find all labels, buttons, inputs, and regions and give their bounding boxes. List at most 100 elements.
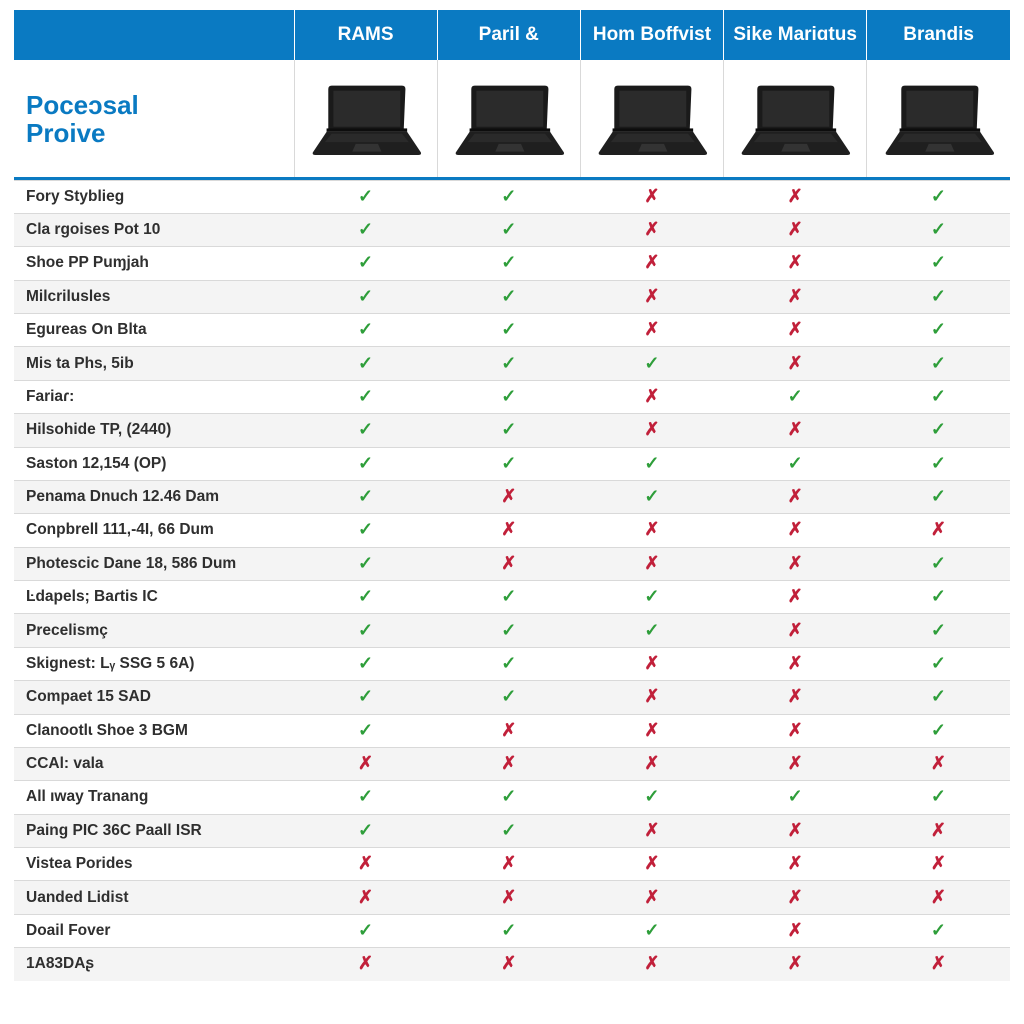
- feature-cell: ✓: [867, 447, 1010, 480]
- feature-label: Fory Styblieg: [14, 180, 294, 213]
- feature-label: Uanded Lidist: [14, 881, 294, 914]
- check-icon: ✓: [644, 486, 659, 506]
- feature-cell: ✗: [724, 213, 867, 246]
- check-icon: ✓: [358, 786, 373, 806]
- cross-icon: ✗: [788, 720, 803, 740]
- cross-icon: ✗: [788, 353, 803, 373]
- feature-cell: ✓: [867, 480, 1010, 513]
- feature-cell: ✗: [724, 747, 867, 780]
- header-blank: [14, 10, 294, 60]
- feature-label: Photescic Dane 18, 586 Dum: [14, 547, 294, 580]
- feature-cell: ✓: [867, 414, 1010, 447]
- feature-cell: ✗: [580, 814, 723, 847]
- feature-cell: ✗: [437, 881, 580, 914]
- table-row: 1A83DAʂ✗✗✗✗✗: [14, 948, 1010, 981]
- feature-cell: ✓: [294, 447, 437, 480]
- check-icon: ✓: [931, 586, 946, 606]
- feature-cell: ✗: [580, 681, 723, 714]
- table-row: Vistea Porides✗✗✗✗✗: [14, 848, 1010, 881]
- check-icon: ✓: [358, 219, 373, 239]
- table-row: Conpbrell 111,-4I, 66 Dum✓✗✗✗✗: [14, 514, 1010, 547]
- product-image-rams: [294, 60, 437, 178]
- check-icon: ✓: [501, 319, 516, 339]
- check-icon: ✓: [501, 686, 516, 706]
- feature-cell: ✓: [580, 447, 723, 480]
- feature-cell: ✗: [724, 347, 867, 380]
- check-icon: ✓: [931, 319, 946, 339]
- feature-cell: ✓: [294, 514, 437, 547]
- comparison-table: RAMS Paril & Hom Boffvist Sike Mariɑtus …: [14, 10, 1010, 981]
- feature-cell: ✓: [437, 380, 580, 413]
- check-icon: ✓: [358, 653, 373, 673]
- check-icon: ✓: [931, 553, 946, 573]
- cross-icon: ✗: [644, 686, 659, 706]
- feature-cell: ✗: [724, 314, 867, 347]
- table-row: Mis ta Phs, 5ib✓✓✓✗✓: [14, 347, 1010, 380]
- check-icon: ✓: [644, 620, 659, 640]
- feature-cell: ✗: [580, 647, 723, 680]
- cross-icon: ✗: [788, 953, 803, 973]
- feature-cell: ✗: [867, 814, 1010, 847]
- cross-icon: ✗: [788, 186, 803, 206]
- check-icon: ✓: [931, 720, 946, 740]
- laptop-icon: [306, 74, 426, 164]
- feature-cell: ✗: [580, 280, 723, 313]
- check-icon: ✓: [501, 286, 516, 306]
- feature-cell: ✓: [437, 280, 580, 313]
- check-icon: ✓: [931, 786, 946, 806]
- table-row: Saston 12,154 (OP)✓✓✓✓✓: [14, 447, 1010, 480]
- feature-label: Ŀdapels; Baɾtis IC: [14, 581, 294, 614]
- feature-label: Saston 12,154 (OP): [14, 447, 294, 480]
- feature-cell: ✗: [724, 514, 867, 547]
- check-icon: ✓: [931, 252, 946, 272]
- check-icon: ✓: [788, 386, 803, 406]
- feature-cell: ✓: [580, 614, 723, 647]
- feature-cell: ✓: [294, 647, 437, 680]
- feature-cell: ✗: [580, 948, 723, 981]
- cross-icon: ✗: [501, 853, 516, 873]
- cross-icon: ✗: [931, 953, 946, 973]
- check-icon: ✓: [358, 686, 373, 706]
- laptop-icon: [592, 74, 712, 164]
- feature-cell: ✗: [724, 547, 867, 580]
- table-row: Photescic Dane 18, 586 Dum✓✗✗✗✓: [14, 547, 1010, 580]
- cross-icon: ✗: [931, 887, 946, 907]
- feature-cell: ✗: [724, 480, 867, 513]
- feature-cell: ✗: [437, 480, 580, 513]
- feature-cell: ✗: [724, 714, 867, 747]
- feature-cell: ✓: [437, 347, 580, 380]
- cross-icon: ✗: [644, 720, 659, 740]
- cross-icon: ✗: [788, 319, 803, 339]
- feature-cell: ✗: [724, 914, 867, 947]
- laptop-icon: [735, 74, 855, 164]
- feature-cell: ✓: [294, 347, 437, 380]
- cross-icon: ✗: [788, 519, 803, 539]
- feature-label: CCAl: vala: [14, 747, 294, 780]
- check-icon: ✓: [931, 686, 946, 706]
- feature-cell: ✓: [867, 280, 1010, 313]
- feature-cell: ✓: [294, 380, 437, 413]
- feature-cell: ✓: [437, 414, 580, 447]
- cross-icon: ✗: [931, 853, 946, 873]
- feature-cell: ✗: [580, 180, 723, 213]
- feature-label: 1A83DAʂ: [14, 948, 294, 981]
- feature-cell: ✓: [437, 180, 580, 213]
- check-icon: ✓: [358, 519, 373, 539]
- cross-icon: ✗: [501, 486, 516, 506]
- cross-icon: ✗: [644, 519, 659, 539]
- check-icon: ✓: [931, 486, 946, 506]
- product-image-hom: [580, 60, 723, 178]
- check-icon: ✓: [358, 453, 373, 473]
- check-icon: ✓: [358, 920, 373, 940]
- cross-icon: ✗: [788, 486, 803, 506]
- product-image-paril: [437, 60, 580, 178]
- check-icon: ✓: [931, 920, 946, 940]
- feature-cell: ✓: [580, 347, 723, 380]
- feature-cell: ✗: [437, 747, 580, 780]
- check-icon: ✓: [644, 786, 659, 806]
- check-icon: ✓: [931, 386, 946, 406]
- cross-icon: ✗: [501, 519, 516, 539]
- feature-cell: ✓: [724, 447, 867, 480]
- check-icon: ✓: [501, 586, 516, 606]
- feature-cell: ✓: [580, 581, 723, 614]
